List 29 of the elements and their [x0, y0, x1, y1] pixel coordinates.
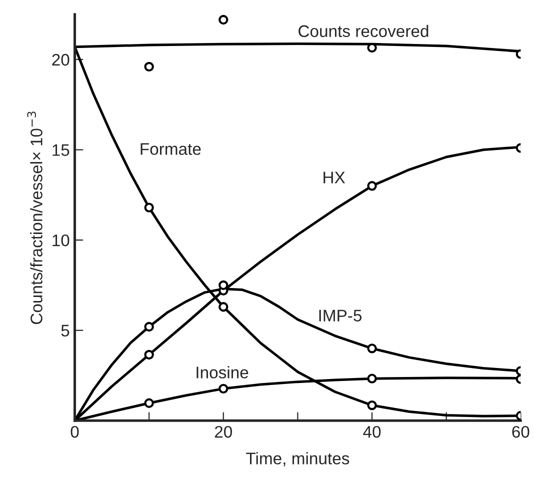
y-tick-label: 5: [61, 324, 70, 337]
point: [367, 400, 377, 410]
point: [144, 322, 154, 332]
point: [218, 280, 228, 290]
annotation: Counts recovered: [298, 24, 428, 38]
point: [144, 398, 154, 408]
annotation: HX: [324, 172, 346, 184]
x-tick-label: 20: [214, 426, 232, 438]
y-axis-title: Counts/fraction/vessel× 10$^{−3}$: [27, 112, 42, 324]
y-tick-label: 10: [52, 234, 70, 246]
point: [218, 302, 228, 312]
point: [144, 62, 154, 72]
y-tick-label: 15: [52, 144, 70, 156]
annotation: Formate: [140, 143, 201, 155]
annotation: IMP-5: [319, 310, 362, 322]
x-tick-label: 40: [363, 426, 381, 438]
point: [218, 14, 228, 25]
point: [367, 42, 377, 53]
point: [218, 384, 228, 394]
point: [144, 202, 154, 212]
x-tick-label: 0: [70, 426, 79, 438]
x-axis-title: Time, minutes: [246, 452, 350, 466]
x-tick-label: 60: [512, 426, 530, 438]
point: [144, 350, 154, 360]
point: [367, 374, 377, 384]
annotation: Inosine: [196, 366, 248, 378]
point: [367, 181, 377, 191]
y-tick-label: 20: [52, 54, 70, 66]
point: [367, 344, 377, 354]
